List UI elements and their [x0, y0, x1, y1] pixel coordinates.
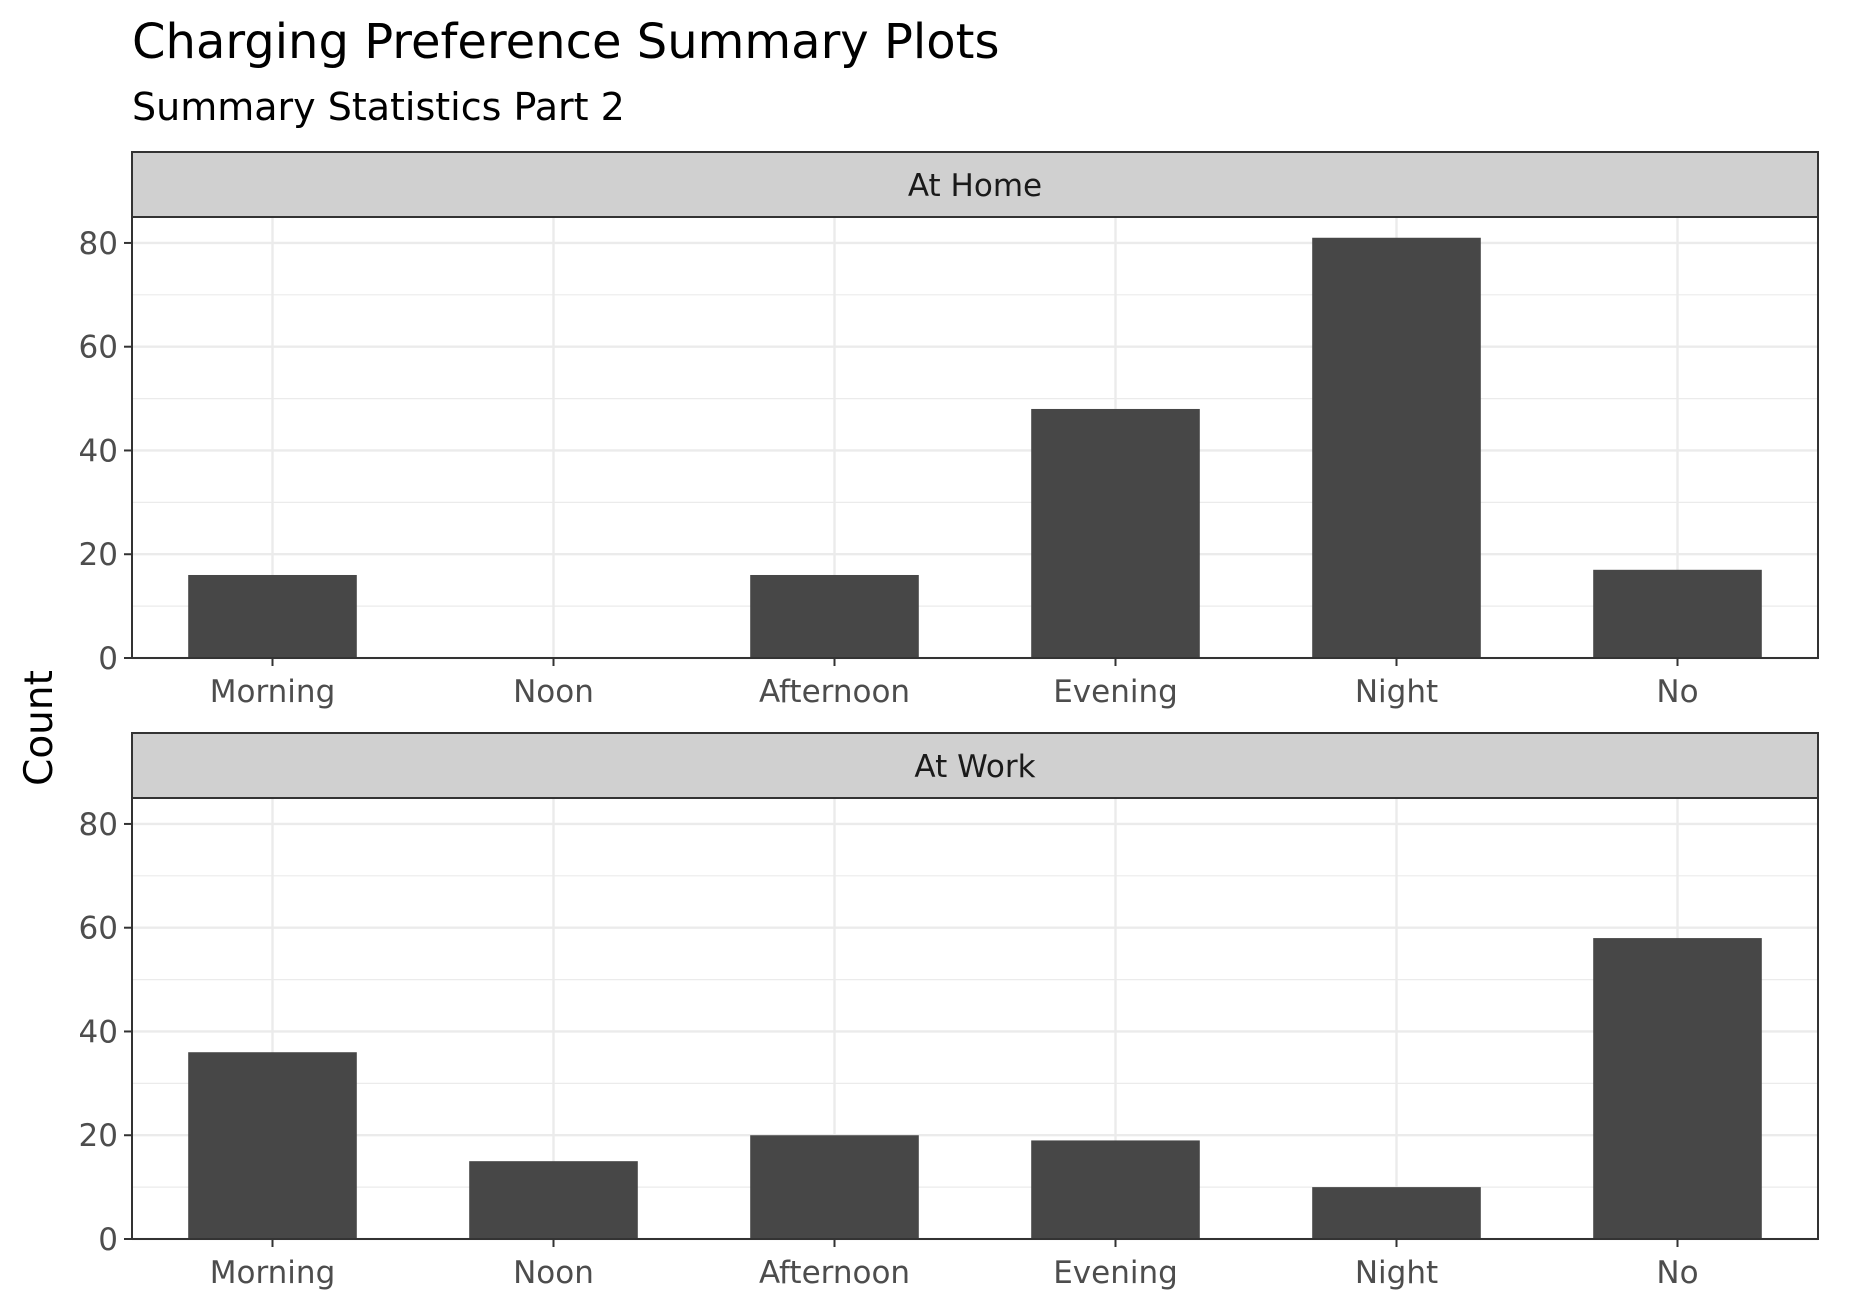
y-axis-label: Count	[17, 670, 62, 786]
x-tick-label: Afternoon	[759, 1255, 910, 1291]
bar-noon	[469, 1161, 638, 1239]
bar-evening	[1031, 408, 1200, 658]
facet-strip-label: At Work	[914, 749, 1035, 785]
bar-afternoon	[750, 1135, 919, 1239]
bar-night	[1312, 237, 1481, 659]
y-tick-label: 60	[79, 911, 118, 947]
bar-no	[1593, 569, 1762, 658]
y-tick-label: 20	[79, 537, 118, 573]
y-tick-label: 80	[79, 807, 118, 843]
y-tick-label: 0	[98, 641, 118, 677]
bar-afternoon	[750, 574, 919, 658]
panel-border	[131, 797, 1819, 1240]
bar-evening	[1031, 1140, 1200, 1239]
bar-night	[1312, 1187, 1481, 1239]
facet-at-home: At Home 0 20 40 60 80 Morning Noon Afternoon Eve…	[79, 151, 1819, 710]
facet-strip	[131, 151, 1819, 218]
panel-border	[131, 216, 1819, 659]
x-tick-label: Night	[1355, 1255, 1438, 1291]
chart-subtitle: Summary Statistics Part 2	[132, 85, 625, 129]
x-tick-label: Evening	[1053, 1255, 1178, 1291]
facet-strip	[131, 732, 1819, 799]
bar-morning	[188, 1052, 357, 1239]
panel-background	[132, 798, 1818, 1239]
y-tick-label: 80	[79, 226, 118, 262]
x-tick-label: Night	[1355, 674, 1438, 710]
bar-morning	[188, 574, 357, 658]
bar-no	[1593, 938, 1762, 1239]
y-tick-label: 40	[79, 1014, 118, 1050]
x-tick-label: No	[1656, 674, 1698, 710]
x-tick-label: Noon	[513, 1255, 594, 1291]
x-tick-label: Morning	[210, 674, 336, 710]
y-tick-label: 40	[79, 433, 118, 469]
x-tick-label: Noon	[513, 674, 594, 710]
chart-title: Charging Preference Summary Plots	[132, 14, 999, 70]
y-tick-label: 60	[79, 330, 118, 366]
x-tick-label: No	[1656, 1255, 1698, 1291]
facet-strip-label: At Home	[908, 168, 1042, 204]
x-tick-label: Afternoon	[759, 674, 910, 710]
x-tick-label: Morning	[210, 1255, 336, 1291]
x-tick-label: Evening	[1053, 674, 1178, 710]
y-tick-label: 20	[79, 1118, 118, 1154]
y-tick-label: 0	[98, 1222, 118, 1258]
facet-at-work: At Work 0 20 40 60 80 Morning Noon Afternoon Eve…	[79, 732, 1819, 1291]
panel-background	[132, 217, 1818, 658]
